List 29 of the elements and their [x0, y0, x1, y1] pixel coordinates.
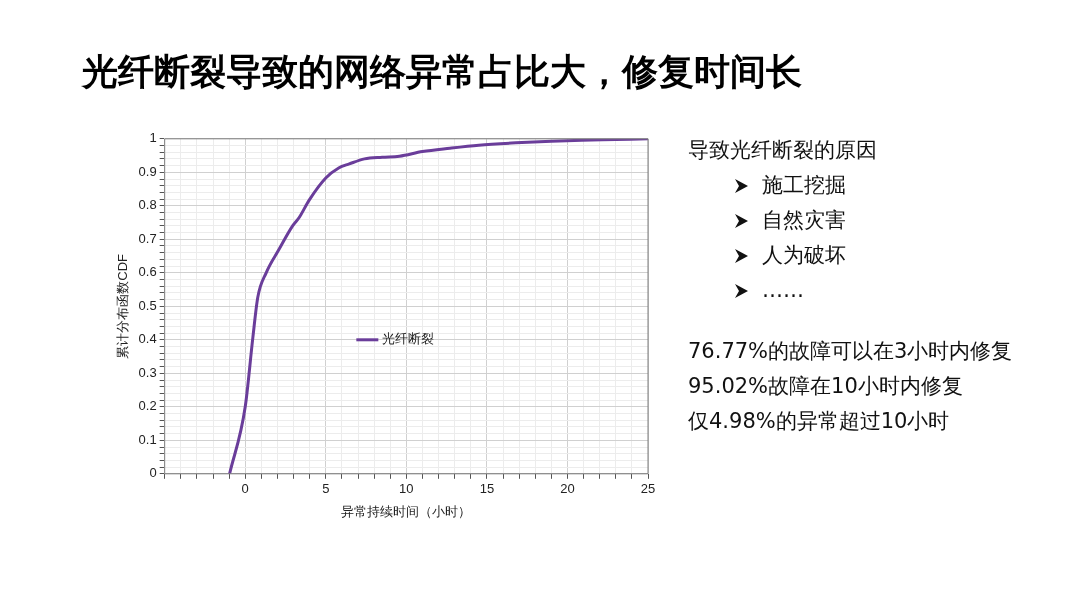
x-tick-label: 10 [399, 481, 414, 497]
text: 自然灾害 [762, 208, 846, 232]
text: …… [762, 278, 804, 302]
y-tick-label: 0.1 [138, 431, 157, 447]
x-tick-label: 0 [241, 481, 249, 497]
y-tick-label: 0.2 [138, 398, 157, 414]
y-tick-label: 0 [149, 465, 157, 481]
x-tick-label: 20 [560, 481, 575, 497]
y-tick-label: 0.7 [138, 230, 157, 246]
text: 95.02%故障在10小时内修复 [688, 374, 964, 398]
chart-title: 光纤断裂导致的网络异常占比大，修复时间长 [82, 50, 802, 94]
y-tick-label: 1 [149, 130, 157, 146]
y-tick-label: 0.5 [138, 297, 157, 313]
text: 仅4.98%的异常超过10小时 [688, 409, 951, 433]
x-tick-label: 5 [322, 481, 330, 497]
y-tick-label: 0.8 [138, 197, 157, 213]
y-tick-label: 0.4 [138, 331, 157, 347]
legend-label: 光纤断裂 [382, 331, 435, 347]
x-tick-label: 15 [479, 481, 495, 497]
y-tick-label: 0.9 [138, 163, 157, 179]
text: 76.77%的故障可以在3小时内修复 [688, 339, 1013, 363]
x-tick-label: 25 [640, 481, 656, 497]
text: 人为破坏 [762, 243, 846, 267]
y-tick-label: 0.6 [138, 264, 157, 280]
y-axis-title: 累计分布函数CDF [115, 253, 131, 359]
y-tick-label: 0.3 [138, 364, 157, 380]
text: 导致光纤断裂的原因 [688, 138, 878, 162]
text: 施工挖掘 [762, 173, 846, 197]
x-axis-title: 异常持续时间（小时） [341, 503, 472, 519]
